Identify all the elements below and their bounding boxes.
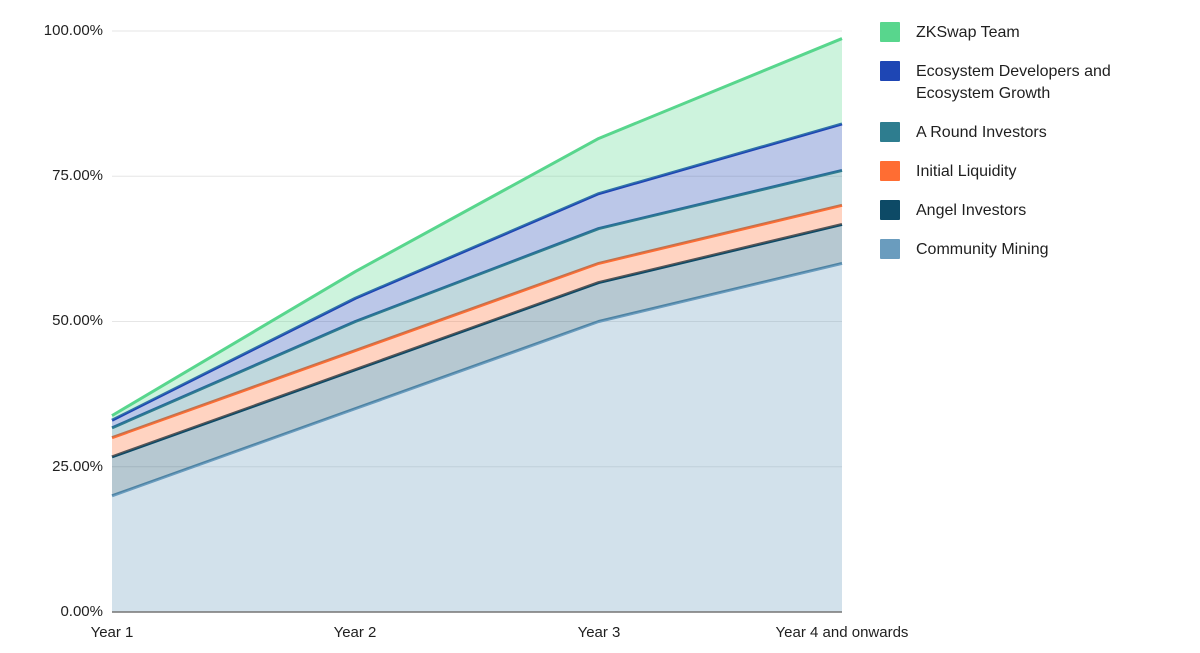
- area-ecosystem-developers-and-ecosystem-growth: [112, 123, 842, 428]
- legend-item-a-round-investors: A Round Investors: [880, 122, 1180, 144]
- x-axis-tick-label: Year 1: [90, 624, 134, 641]
- legend-item-label: Angel Investors: [916, 202, 1027, 219]
- line-community-mining: [111, 261, 843, 498]
- line-ecosystem-developers-and-ecosystem-growth: [111, 122, 843, 422]
- line-angel-investors: [111, 223, 843, 459]
- legend-item-ecosystem: Ecosystem Developers and Ecosystem Growt…: [880, 61, 1180, 105]
- legend-color-swatch-icon: [880, 200, 900, 220]
- legend-item-angel-investors: Angel Investors: [880, 200, 1180, 222]
- legend-color-swatch-icon: [880, 61, 900, 81]
- area-angel-investors: [112, 224, 842, 496]
- line-initial-liquidity: [111, 203, 843, 440]
- line-zkswap-team: [111, 37, 843, 417]
- y-axis-tick-label: 0.00%: [60, 603, 103, 620]
- y-axis-tick-label: 75.00%: [52, 167, 103, 184]
- legend-color-swatch-icon: [880, 122, 900, 142]
- legend-item-label: Initial Liquidity: [916, 163, 1017, 180]
- legend-item-label: Community Mining: [916, 241, 1049, 258]
- y-axis-tick-label: 100.00%: [43, 22, 103, 39]
- x-axis-tick-label: Year 2: [333, 624, 377, 641]
- y-axis-tick-label: 50.00%: [52, 312, 103, 329]
- x-axis-tick-label: Year 3: [577, 624, 621, 641]
- legend-item-label: Ecosystem Developers and Ecosystem Growt…: [916, 63, 1111, 102]
- legend-item-initial-liquidity: Initial Liquidity: [880, 161, 1180, 183]
- chart-legend: ZKSwap Team Ecosystem Developers and Eco…: [880, 22, 1180, 261]
- area-zkswap-team: [112, 38, 842, 421]
- legend-item-label: ZKSwap Team: [916, 24, 1020, 41]
- area-initial-liquidity: [112, 205, 842, 457]
- legend-color-swatch-icon: [880, 22, 900, 42]
- y-axis-tick-label: 25.00%: [52, 458, 103, 475]
- area-community-mining: [112, 263, 842, 612]
- legend-item-zkswap-team: ZKSwap Team: [880, 22, 1180, 44]
- legend-item-label: A Round Investors: [916, 124, 1047, 141]
- legend-color-swatch-icon: [880, 161, 900, 181]
- legend-item-community-mining: Community Mining: [880, 239, 1180, 261]
- x-axis-tick-label: Year 4 and onwards: [775, 624, 909, 641]
- legend-color-swatch-icon: [880, 239, 900, 259]
- area-a-round-investors: [112, 170, 842, 438]
- line-a-round-investors: [111, 168, 843, 430]
